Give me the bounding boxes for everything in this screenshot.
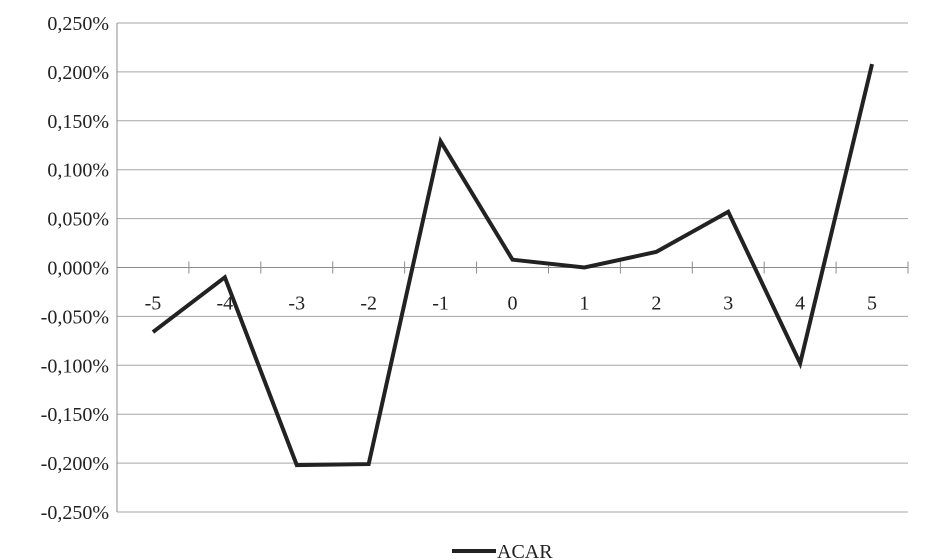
x-tick-label: -5	[145, 293, 162, 315]
y-tick-label: -0,100%	[41, 355, 109, 377]
y-tick-label: -0,250%	[41, 502, 109, 524]
y-tick-label: -0,050%	[41, 306, 109, 328]
x-axis-tick-labels: -5 -4 -3 -2 -1 0 1 2 3 4 5	[145, 293, 877, 315]
y-axis-tick-labels: 0,250% 0,200% 0,150% 0,100% 0,050% 0,000% -0,0…	[41, 13, 109, 524]
y-tick-label: 0,000%	[47, 258, 109, 280]
x-tick-label: 2	[651, 293, 661, 315]
y-tick-label: 0,100%	[47, 160, 109, 182]
x-tick-label: -2	[360, 293, 377, 315]
x-tick-label: 5	[867, 293, 877, 315]
y-tick-label: 0,250%	[47, 13, 109, 35]
y-tick-label: 0,150%	[47, 111, 109, 133]
x-tick-label: -4	[217, 293, 234, 315]
x-tick-label: -3	[288, 293, 305, 315]
axes	[116, 23, 909, 512]
legend: ACAR	[452, 541, 553, 560]
x-tick-label: 0	[508, 293, 518, 315]
series-line-acar	[151, 63, 874, 468]
y-tick-label: -0,150%	[41, 404, 109, 426]
y-tick-label: -0,200%	[41, 453, 109, 475]
x-tick-label: 1	[579, 293, 589, 315]
y-tick-label: 0,200%	[47, 62, 109, 84]
legend-label-acar: ACAR	[497, 541, 553, 560]
series-lines	[151, 63, 874, 468]
x-tick-label: 3	[723, 293, 733, 315]
x-tick-label: 4	[795, 293, 805, 315]
x-tick-label: -1	[432, 293, 449, 315]
y-tick-label: 0,050%	[47, 209, 109, 231]
